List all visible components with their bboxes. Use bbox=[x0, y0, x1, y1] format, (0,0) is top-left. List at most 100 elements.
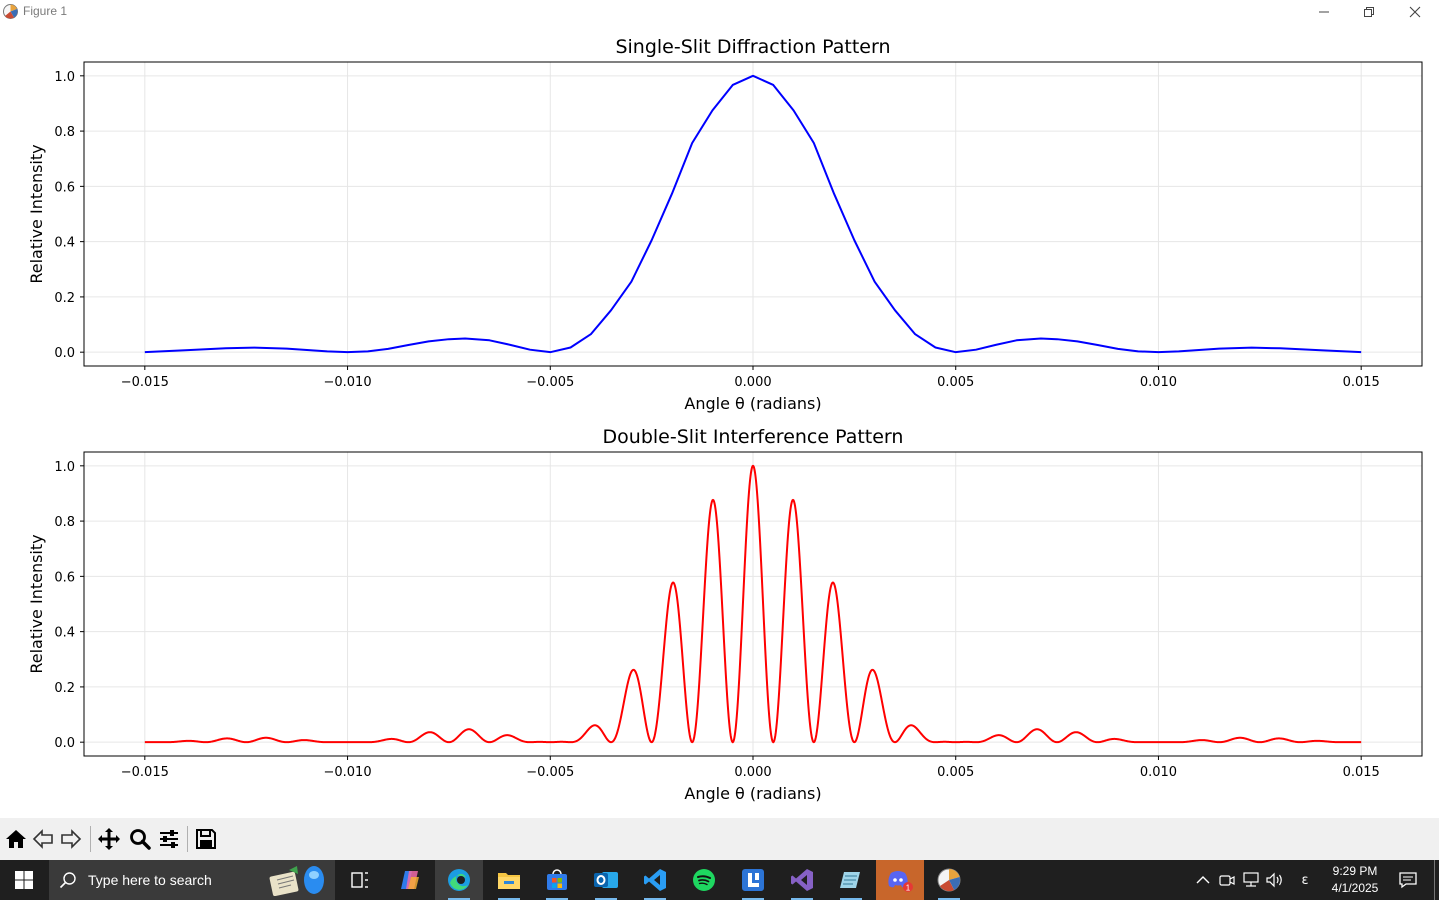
figure-svg: −0.015 −0.010 −0.005 0.000 0.005 0.010 0.015 0.… bbox=[27, 36, 1423, 803]
series-line bbox=[144, 74, 1362, 354]
x-tick-label: 0.010 bbox=[1140, 375, 1177, 390]
running-indicator bbox=[938, 898, 960, 900]
taskbar-discord[interactable]: 1 bbox=[876, 860, 924, 900]
back-button[interactable] bbox=[30, 826, 56, 852]
x-tick-label: −0.010 bbox=[323, 765, 371, 780]
taskbar-linear[interactable] bbox=[729, 860, 777, 900]
forward-icon bbox=[61, 829, 82, 849]
toolbar-separator bbox=[187, 826, 188, 852]
close-icon bbox=[1409, 6, 1421, 18]
taskbar: Type here to search bbox=[0, 860, 1439, 900]
minimize-icon bbox=[1319, 11, 1329, 13]
active-indicator bbox=[448, 898, 470, 900]
notepad-icon bbox=[840, 872, 860, 888]
y-axis-label: Relative Intensity bbox=[27, 144, 46, 283]
taskbar-task-view[interactable] bbox=[336, 860, 384, 900]
x-tick-label: 0.015 bbox=[1343, 375, 1380, 390]
y-tick-label: 0.2 bbox=[54, 291, 75, 306]
figure-canvas[interactable]: −0.015 −0.010 −0.005 0.000 0.005 0.010 0.015 0.… bbox=[0, 24, 1439, 818]
tray-volume[interactable] bbox=[1265, 860, 1285, 900]
y-tick-label: 0.0 bbox=[54, 346, 75, 361]
restore-button[interactable] bbox=[1346, 0, 1392, 24]
tray-network[interactable] bbox=[1240, 860, 1262, 900]
python-figure-icon bbox=[937, 868, 961, 892]
x-tick-label: 0.005 bbox=[937, 375, 974, 390]
show-desktop-button[interactable] bbox=[1434, 860, 1439, 900]
start-button[interactable] bbox=[0, 860, 48, 900]
chart-title: Double-Slit Interference Pattern bbox=[603, 426, 904, 448]
chevron-up-icon bbox=[1196, 876, 1210, 884]
taskbar-file-explorer[interactable] bbox=[485, 860, 533, 900]
forward-button[interactable] bbox=[58, 826, 84, 852]
running-indicator bbox=[595, 898, 617, 900]
outlook-icon bbox=[594, 872, 618, 888]
pan-icon bbox=[98, 828, 120, 850]
navigation-toolbar bbox=[0, 818, 1439, 860]
y-tick-label: 0.2 bbox=[54, 681, 75, 696]
discord-badge-count: 1 bbox=[906, 884, 911, 893]
taskbar-spotify[interactable] bbox=[680, 860, 728, 900]
y-tick-label: 0.4 bbox=[54, 236, 75, 251]
taskbar-copilot[interactable] bbox=[386, 860, 434, 900]
clock-date: 4/1/2025 bbox=[1331, 881, 1379, 895]
running-indicator bbox=[546, 898, 568, 900]
copilot-icon bbox=[401, 871, 419, 889]
x-tick-label: −0.005 bbox=[526, 765, 574, 780]
series-line bbox=[144, 464, 1362, 744]
linear-icon bbox=[742, 869, 764, 891]
taskbar-edge[interactable] bbox=[435, 860, 483, 900]
notification-icon bbox=[1399, 872, 1417, 889]
y-tick-label: 0.0 bbox=[54, 736, 75, 751]
x-tick-label: 0.000 bbox=[734, 765, 771, 780]
home-button[interactable] bbox=[3, 826, 29, 852]
configure-subplots-button[interactable] bbox=[156, 826, 182, 852]
taskbar-vscode[interactable] bbox=[631, 860, 679, 900]
discord-icon: 1 bbox=[888, 871, 913, 893]
task-view-icon bbox=[351, 872, 368, 888]
notification-center-button[interactable] bbox=[1395, 860, 1421, 900]
x-axis-label: Angle θ (radians) bbox=[684, 784, 821, 803]
taskbar-store[interactable] bbox=[533, 860, 581, 900]
camera-icon bbox=[1219, 875, 1235, 886]
running-indicator bbox=[498, 898, 520, 900]
y-tick-label: 0.6 bbox=[54, 180, 75, 195]
network-icon bbox=[1243, 872, 1259, 887]
back-icon bbox=[32, 829, 53, 849]
taskbar-visual-studio[interactable] bbox=[778, 860, 826, 900]
y-tick-label: 0.8 bbox=[54, 515, 75, 530]
toolbar-separator bbox=[90, 826, 91, 852]
x-tick-label: 0.005 bbox=[937, 765, 974, 780]
zoom-button[interactable] bbox=[127, 826, 153, 852]
close-button[interactable] bbox=[1392, 0, 1438, 24]
spotify-icon bbox=[693, 869, 715, 891]
microsoft-store-icon bbox=[547, 869, 567, 890]
taskbar-outlook[interactable] bbox=[582, 860, 630, 900]
x-tick-label: −0.015 bbox=[121, 375, 169, 390]
window-titlebar: Figure 1 bbox=[0, 0, 1439, 24]
search-placeholder: Type here to search bbox=[88, 872, 212, 888]
taskbar-search-box[interactable]: Type here to search bbox=[49, 860, 335, 900]
home-icon bbox=[6, 830, 26, 848]
taskbar-python-figure[interactable] bbox=[925, 860, 973, 900]
tray-meet-now[interactable] bbox=[1217, 860, 1237, 900]
x-tick-label: −0.005 bbox=[526, 375, 574, 390]
x-tick-label: −0.015 bbox=[121, 765, 169, 780]
minimize-button[interactable] bbox=[1301, 0, 1347, 24]
configure-subplots-icon bbox=[160, 830, 178, 848]
y-tick-label: 1.0 bbox=[54, 460, 75, 475]
file-explorer-icon bbox=[498, 873, 520, 889]
y-tick-label: 0.8 bbox=[54, 125, 75, 140]
save-button[interactable] bbox=[193, 826, 219, 852]
taskbar-clock[interactable]: 9:29 PM 4/1/2025 bbox=[1320, 863, 1390, 897]
ime-indicator[interactable]: ε bbox=[1301, 872, 1309, 888]
clock-time: 9:29 PM bbox=[1332, 864, 1378, 878]
window-title: Figure 1 bbox=[23, 4, 68, 18]
zoom-icon bbox=[130, 829, 151, 850]
restore-icon bbox=[1364, 7, 1374, 17]
pan-button[interactable] bbox=[96, 826, 122, 852]
x-tick-label: 0.000 bbox=[734, 375, 771, 390]
save-icon bbox=[196, 829, 216, 849]
show-hidden-icons-button[interactable] bbox=[1193, 860, 1213, 900]
taskbar-notepad[interactable] bbox=[827, 860, 875, 900]
running-indicator bbox=[644, 898, 666, 900]
